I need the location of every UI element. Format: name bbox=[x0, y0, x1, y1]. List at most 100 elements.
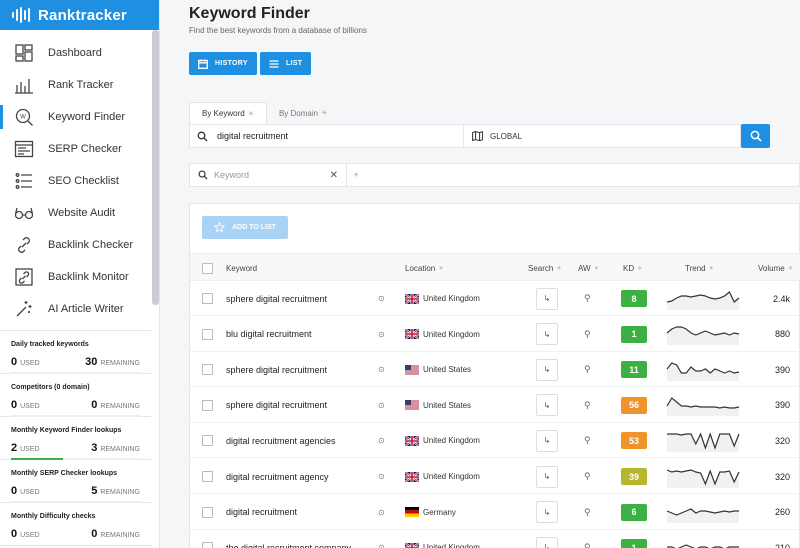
table-row[interactable]: sphere digital recruitment ⊙ United Stat… bbox=[190, 352, 800, 388]
results-table: ADD TO LIST Keyword Location ☀ Search ☀ AW… bbox=[189, 203, 800, 548]
sidebar-item-keyword-finder[interactable]: W Keyword Finder bbox=[0, 101, 159, 133]
info-icon[interactable]: ⊙ bbox=[378, 365, 385, 375]
aw-icon[interactable]: ⚲ bbox=[584, 399, 591, 410]
keyword-cell[interactable]: digital recruitment agency bbox=[226, 471, 329, 482]
quota-used: 0 bbox=[11, 399, 18, 411]
list-icon bbox=[269, 59, 279, 68]
keyword-cell[interactable]: digital recruitment agencies bbox=[226, 435, 336, 446]
keyword-search-field[interactable]: digital recruitment bbox=[190, 125, 464, 147]
sidebar-item-label: Dashboard bbox=[48, 47, 102, 59]
close-icon[interactable]: ✕ bbox=[329, 169, 338, 181]
keyword-cell[interactable]: blu digital recruitment bbox=[226, 329, 312, 340]
info-icon[interactable]: ⊙ bbox=[378, 329, 385, 339]
kd-badge: 56 bbox=[621, 396, 647, 414]
column-volume[interactable]: Volume ☀ bbox=[758, 254, 793, 282]
row-checkbox[interactable] bbox=[202, 293, 213, 304]
keyword-cell[interactable]: sphere digital recruitment bbox=[226, 400, 328, 411]
info-icon[interactable]: ⊙ bbox=[378, 436, 385, 446]
info-icon[interactable]: ⊙ bbox=[378, 472, 385, 481]
search-serp-button[interactable]: ↳ bbox=[536, 394, 558, 417]
page-title: Keyword Finder bbox=[189, 5, 310, 22]
aw-icon[interactable]: ⚲ bbox=[584, 364, 591, 375]
aw-icon[interactable]: ⚲ bbox=[584, 328, 591, 339]
sidebar-item-label: SERP Checker bbox=[48, 143, 122, 155]
table-row[interactable]: digital recruitment agencies ⊙ United Ki… bbox=[190, 423, 800, 459]
aw-icon[interactable]: ⚲ bbox=[584, 293, 591, 303]
keyword-filter-input[interactable]: Keyword ✕ bbox=[190, 164, 347, 186]
quota-remaining-label: REMAINING bbox=[100, 532, 140, 539]
location-label: United Kingdom bbox=[423, 472, 480, 481]
search-serp-button[interactable]: ↳ bbox=[536, 287, 558, 310]
column-kd[interactable]: KD ☀ bbox=[623, 254, 643, 282]
aw-icon[interactable]: ⚲ bbox=[584, 506, 591, 517]
search-submit-button[interactable] bbox=[741, 124, 770, 148]
volume-cell: 210 bbox=[774, 542, 790, 548]
select-all-checkbox[interactable] bbox=[202, 262, 213, 274]
search-serp-button[interactable]: ↳ bbox=[536, 323, 558, 346]
location-label: Germany bbox=[423, 507, 456, 517]
column-label: Search bbox=[528, 263, 554, 273]
info-icon: ☀ bbox=[353, 172, 360, 179]
calendar-icon bbox=[198, 59, 208, 69]
table-row[interactable]: sphere digital recruitment ⊙ United Stat… bbox=[190, 388, 800, 423]
row-checkbox[interactable] bbox=[202, 435, 213, 447]
backlink-monitor-icon bbox=[13, 266, 35, 288]
aw-icon[interactable]: ⚲ bbox=[584, 471, 591, 481]
aw-icon[interactable]: ⚲ bbox=[584, 542, 591, 548]
quota-serp-checker-lookups: Monthly SERP Checker lookups 0 USED 5 REMAI… bbox=[0, 460, 151, 503]
row-checkbox[interactable] bbox=[202, 328, 213, 340]
search-serp-button[interactable]: ↳ bbox=[536, 501, 558, 524]
tab-by-domain[interactable]: By Domain ☀ bbox=[267, 102, 339, 124]
column-location[interactable]: Location ☀ bbox=[405, 254, 444, 282]
table-row[interactable]: blu digital recruitment ⊙ United Kingdom… bbox=[190, 317, 800, 352]
location-selector[interactable]: GLOBAL bbox=[464, 125, 740, 147]
search-serp-button[interactable]: ↳ bbox=[536, 429, 558, 452]
keyword-cell[interactable]: sphere digital recruitment bbox=[226, 364, 328, 375]
keyword-cell[interactable]: the digital recruitment company bbox=[226, 542, 352, 548]
tab-by-keyword[interactable]: By Keyword ☀ bbox=[189, 102, 267, 124]
list-button[interactable]: LIST bbox=[260, 52, 312, 75]
location-cell: United States bbox=[405, 352, 471, 387]
search-serp-button[interactable]: ↳ bbox=[536, 465, 558, 488]
row-checkbox[interactable] bbox=[202, 364, 213, 376]
add-to-list-button[interactable]: ADD TO LIST bbox=[202, 216, 288, 239]
column-aw[interactable]: AW ☀ bbox=[578, 254, 599, 282]
column-keyword[interactable]: Keyword bbox=[226, 254, 257, 282]
uk-flag-icon bbox=[405, 293, 419, 304]
sidebar-item-rank-tracker[interactable]: Rank Tracker bbox=[0, 69, 159, 101]
row-checkbox[interactable] bbox=[202, 399, 213, 411]
history-button[interactable]: HISTORY bbox=[189, 52, 257, 75]
sidebar-item-backlink-checker[interactable]: Backlink Checker bbox=[0, 229, 159, 261]
aw-icon[interactable]: ⚲ bbox=[584, 435, 591, 446]
sidebar-item-seo-checklist[interactable]: SEO Checklist bbox=[0, 165, 159, 197]
page-subtitle: Find the best keywords from a database o… bbox=[189, 26, 367, 35]
sidebar-item-backlink-monitor[interactable]: Backlink Monitor bbox=[0, 261, 159, 293]
row-checkbox[interactable] bbox=[202, 471, 213, 482]
table-row[interactable]: digital recruitment ⊙ Germany ↳ ⚲ 6 260 bbox=[190, 495, 800, 530]
info-icon[interactable]: ⊙ bbox=[378, 294, 385, 303]
search-serp-button[interactable]: ↳ bbox=[536, 536, 558, 548]
column-search[interactable]: Search ☀ bbox=[528, 254, 562, 282]
filter-bar: Keyword ✕ ☀ bbox=[189, 163, 800, 187]
row-checkbox[interactable] bbox=[202, 506, 213, 518]
info-icon[interactable]: ⊙ bbox=[378, 507, 385, 517]
sidebar-item-ai-article-writer[interactable]: AI Article Writer bbox=[0, 293, 159, 325]
keyword-cell[interactable]: sphere digital recruitment bbox=[226, 293, 328, 304]
search-bar: digital recruitment GLOBAL bbox=[189, 124, 741, 148]
sidebar-item-website-audit[interactable]: Website Audit bbox=[0, 197, 159, 229]
search-serp-button[interactable]: ↳ bbox=[536, 358, 558, 381]
sidebar-item-dashboard[interactable]: Dashboard bbox=[0, 37, 159, 69]
sidebar-scrollbar[interactable] bbox=[152, 30, 159, 305]
column-trend[interactable]: Trend ☀ bbox=[685, 254, 714, 282]
info-icon[interactable]: ⊙ bbox=[378, 543, 385, 548]
table-row[interactable]: digital recruitment agency ⊙ United King… bbox=[190, 459, 800, 494]
table-row[interactable]: sphere digital recruitment ⊙ United King… bbox=[190, 281, 800, 316]
table-row[interactable]: the digital recruitment company ⊙ United… bbox=[190, 530, 800, 548]
info-icon[interactable]: ⊙ bbox=[378, 400, 385, 410]
quota-used: 0 bbox=[11, 356, 18, 368]
sidebar-item-serp-checker[interactable]: SERP Checker bbox=[0, 133, 159, 165]
quota-remaining: 0 bbox=[91, 399, 98, 411]
row-checkbox[interactable] bbox=[202, 542, 213, 548]
keyword-cell[interactable]: digital recruitment bbox=[226, 507, 298, 518]
main-content: Keyword Finder Find the best keywords fr… bbox=[160, 0, 800, 548]
